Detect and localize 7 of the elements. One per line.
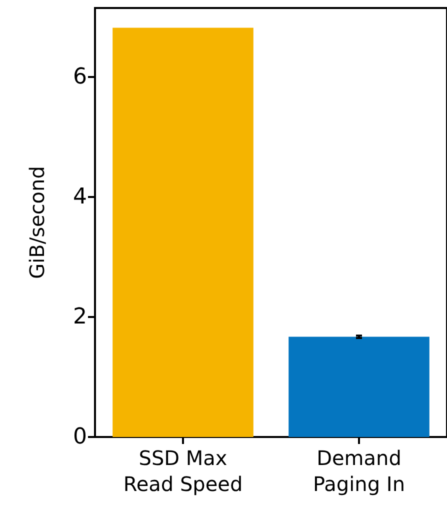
y-axis-title: GiB/second	[25, 166, 49, 279]
y-tick-label: 2	[73, 304, 87, 330]
y-tick-label: 0	[73, 424, 87, 450]
x-tick-label: SSD Max Read Speed	[123, 446, 243, 496]
y-tick-label: 6	[73, 64, 87, 90]
x-tick-label: Demand Paging In	[313, 446, 405, 496]
y-tick-label: 4	[73, 184, 87, 210]
